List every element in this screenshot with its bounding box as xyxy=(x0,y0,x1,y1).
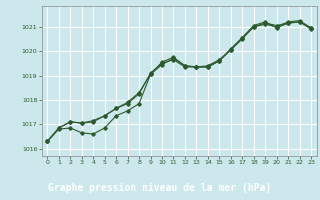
Text: Graphe pression niveau de la mer (hPa): Graphe pression niveau de la mer (hPa) xyxy=(48,183,272,193)
